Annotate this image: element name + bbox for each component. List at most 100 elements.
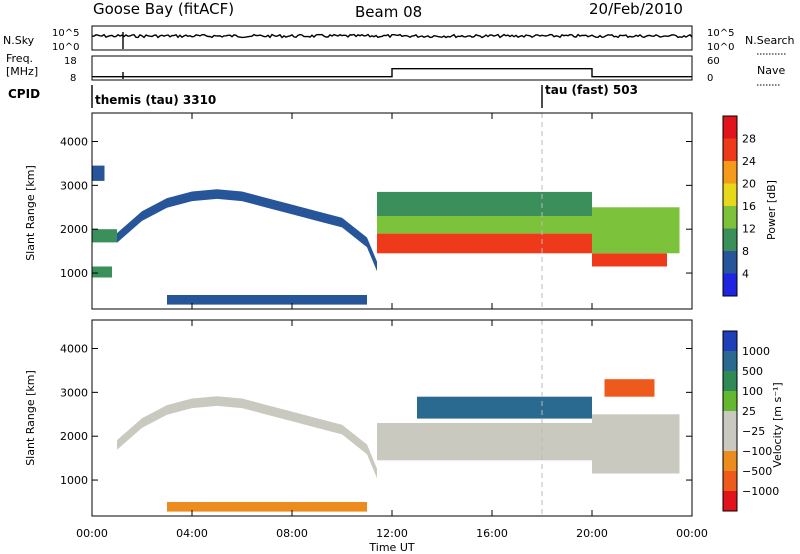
colorbar-tick-label: 4 (742, 268, 749, 281)
y-tick-label: 1000 (60, 267, 88, 280)
colorbar-tick-label: 500 (742, 365, 763, 378)
nave-label: Nave (757, 64, 785, 77)
nsky-series (91, 33, 693, 39)
colorbar-segment (723, 138, 737, 161)
beam-title: Beam 08 (355, 3, 422, 21)
y-tick-label: 3000 (60, 179, 88, 192)
colorbar-tick-label: 1000 (742, 345, 770, 358)
velocity-y-label: Slant Range [km] (24, 370, 37, 466)
colorbar-segment (723, 228, 737, 251)
freq-tick-top: 18 (64, 56, 77, 67)
echo-region (92, 229, 117, 243)
y-tick-label: 2000 (60, 223, 88, 236)
x-tick-label: 16:00 (476, 527, 508, 540)
colorbar-segment (723, 451, 737, 471)
nsky-panel: N.Sky 10^5 10^0 10^5 10^0 N.Search (3, 25, 795, 55)
time-axis-label: Time UT (368, 541, 414, 554)
freq-tick-bottom: 8 (70, 73, 76, 84)
freq-panel: Freq. [MHz] 18 8 60 0 Nave (6, 52, 785, 86)
colorbar-segment (723, 183, 737, 206)
echo-region (267, 405, 292, 422)
echo-region (317, 211, 342, 228)
colorbar-tick-label: −1000 (742, 485, 779, 498)
colorbar-segment (723, 391, 737, 411)
colorbar-tick-label: 28 (742, 133, 756, 146)
echo-region (342, 217, 367, 248)
power-y-label: Slant Range [km] (24, 165, 37, 261)
echo-region (367, 237, 377, 272)
velocity-colorbar: 1000 500 100 25 −25 −100 −500 −1000 (722, 330, 779, 512)
colorbar-tick-label: −25 (742, 425, 765, 438)
cpid-panel: CPID themis (tau) 3310 tau (fast) 503 (8, 83, 638, 108)
x-tick-label: 20:00 (576, 527, 608, 540)
colorbar-tick-label: 8 (742, 245, 749, 258)
nsky-tick-bottom: 10^0 (52, 42, 79, 53)
velocity-colorbar-label: Velocity [m s⁻¹] (771, 382, 784, 467)
colorbar-segment (723, 471, 737, 491)
date-title: 20/Feb/2010 (589, 0, 683, 18)
x-tick-label: 00:00 (76, 527, 108, 540)
nave-tick-top: 60 (707, 56, 720, 67)
cpid-program-1: themis (tau) 3310 (95, 93, 216, 107)
echo-region (142, 405, 167, 428)
x-tick-label: 08:00 (276, 527, 308, 540)
colorbar-segment (723, 411, 737, 431)
echo-region (292, 204, 317, 221)
echo-region (377, 216, 592, 234)
echo-region (92, 165, 105, 181)
echo-region (342, 424, 367, 455)
colorbar-tick-label: 16 (742, 200, 756, 213)
velocity-echoes (117, 379, 680, 512)
echo-region (167, 191, 192, 208)
x-tick-label: 04:00 (176, 527, 208, 540)
colorbar-frame (722, 115, 738, 297)
nsearch-tick-top: 10^5 (707, 28, 734, 39)
nsky-frame (91, 25, 693, 51)
echo-region (592, 253, 667, 267)
time-axis: 00:00 04:00 08:00 12:00 16:00 20:00 00:00 (76, 113, 708, 540)
station-title: Goose Bay (fitACF) (93, 0, 234, 18)
y-tick-label: 4000 (60, 343, 88, 356)
x-tick-label: 12:00 (376, 527, 408, 540)
freq-frame (91, 55, 693, 81)
x-tick-label: 00:00 (676, 527, 708, 540)
y-tick-label: 3000 (60, 386, 88, 399)
echo-region (592, 207, 680, 254)
echo-region (377, 191, 592, 216)
echo-region (377, 423, 592, 461)
colorbar-tick-label: 12 (742, 223, 756, 236)
echo-region (242, 191, 267, 208)
echo-region (592, 414, 680, 474)
echo-region (117, 211, 142, 243)
colorbar-segment (723, 491, 737, 511)
colorbar-tick-label: −100 (742, 445, 772, 458)
colorbar-frame (722, 330, 738, 512)
colorbar-segment (723, 273, 737, 296)
echo-region (92, 266, 112, 278)
colorbar-segment (723, 251, 737, 274)
velocity-panel: 1000 2000 3000 4000 Slant Range [km] 1000 50… (24, 319, 784, 517)
colorbar-segment (723, 371, 737, 391)
echo-region (292, 411, 317, 428)
echo-region (267, 198, 292, 215)
echo-region (367, 444, 377, 479)
nsky-label: N.Sky (3, 34, 35, 47)
echo-region (604, 379, 655, 397)
power-colorbar: 28 24 20 16 12 8 4 (722, 115, 756, 297)
echo-region (192, 396, 217, 409)
colorbar-tick-label: 20 (742, 178, 756, 191)
echo-region (167, 502, 367, 512)
echo-region (167, 398, 192, 415)
echo-region (167, 295, 367, 305)
y-tick-label: 2000 (60, 430, 88, 443)
cpid-program-2: tau (fast) 503 (545, 83, 638, 97)
echo-region (217, 396, 242, 409)
nsearch-tick-bottom: 10^0 (707, 42, 734, 53)
echo-region (142, 198, 167, 221)
colorbar-tick-label: 100 (742, 385, 763, 398)
echo-region (417, 396, 592, 419)
nsearch-label: N.Search (745, 34, 795, 47)
power-echoes (92, 165, 680, 305)
